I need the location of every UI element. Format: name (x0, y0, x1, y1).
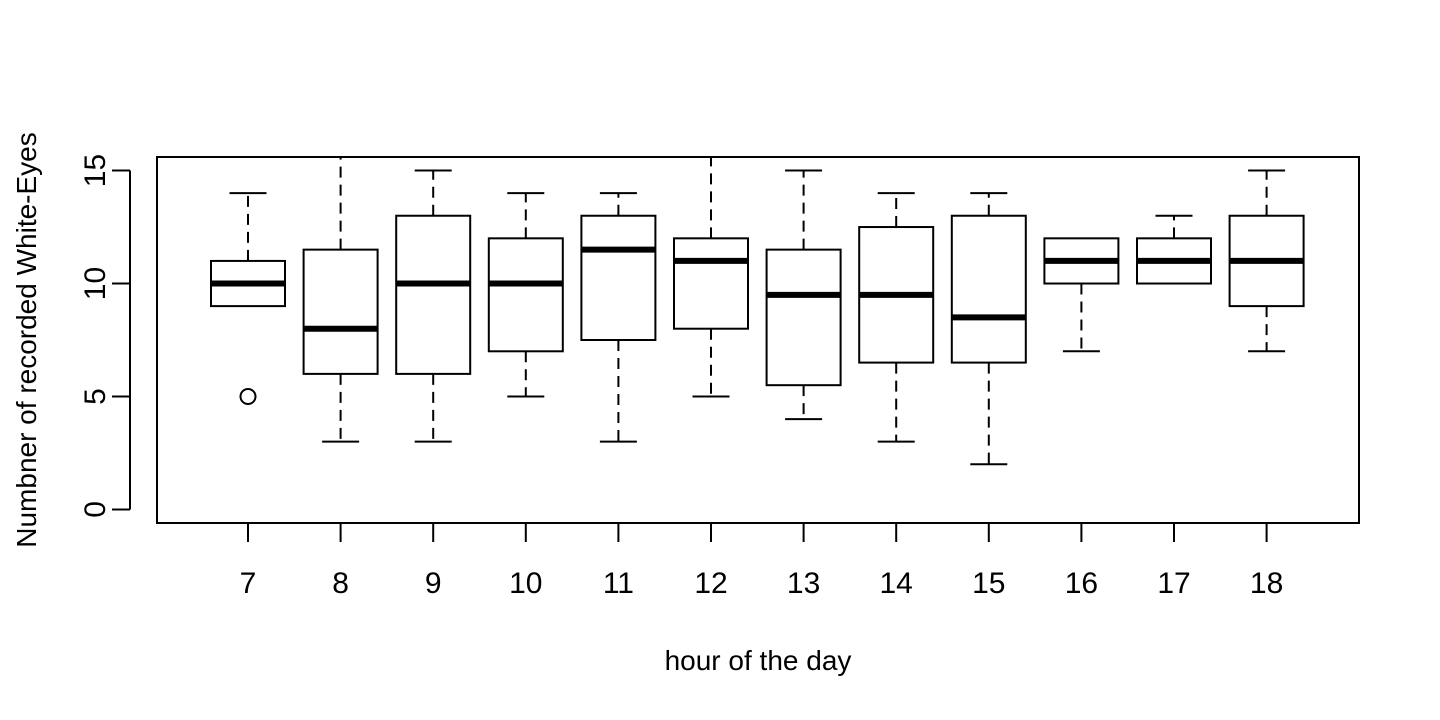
box-body (950, 214, 1027, 364)
box-18 (1228, 169, 1305, 353)
x-tick-label-9: 9 (425, 567, 442, 600)
box-11 (580, 192, 657, 443)
box-body (765, 248, 842, 387)
box-15 (950, 192, 1027, 466)
x-tick-label-15: 15 (972, 567, 1005, 600)
x-tick-label-10: 10 (509, 567, 542, 600)
box-body (673, 237, 749, 330)
y-axis: 0 5 10 15 (79, 154, 131, 518)
x-tick-label-14: 14 (880, 567, 913, 600)
outlier-point (239, 387, 257, 405)
boxes-layer (210, 157, 1305, 466)
box-14 (858, 192, 935, 443)
x-axis: 7 8 9 10 11 12 13 14 15 16 17 18 (240, 522, 1283, 600)
box-7 (210, 192, 286, 405)
x-tick-label-16: 16 (1065, 567, 1098, 600)
x-tick-label-11: 11 (603, 567, 634, 600)
box-body (487, 237, 564, 353)
y-axis-title: Numbner of recorded White-Eyes (11, 132, 42, 548)
y-tick-label-15: 15 (79, 154, 112, 187)
box-16 (1043, 237, 1120, 353)
x-axis-title: hour of the day (665, 645, 852, 676)
box-17 (1136, 214, 1212, 285)
x-tick-label-17: 17 (1157, 567, 1190, 600)
box-13 (765, 169, 842, 421)
y-tick-label-10: 10 (79, 267, 112, 300)
x-tick-label-18: 18 (1250, 567, 1283, 600)
box-body (580, 214, 657, 341)
x-tick-label-7: 7 (240, 567, 257, 600)
x-tick-label-12: 12 (694, 567, 727, 600)
y-tick-label-5: 5 (79, 388, 112, 405)
box-9 (395, 169, 472, 443)
box-8 (302, 157, 379, 443)
box-body (302, 248, 379, 375)
x-tick-label-13: 13 (787, 567, 820, 600)
box-10 (487, 192, 564, 398)
x-tick-label-8: 8 (332, 567, 349, 600)
y-tick-label-0: 0 (79, 501, 112, 518)
box-body (395, 214, 472, 375)
box-12 (673, 157, 749, 398)
